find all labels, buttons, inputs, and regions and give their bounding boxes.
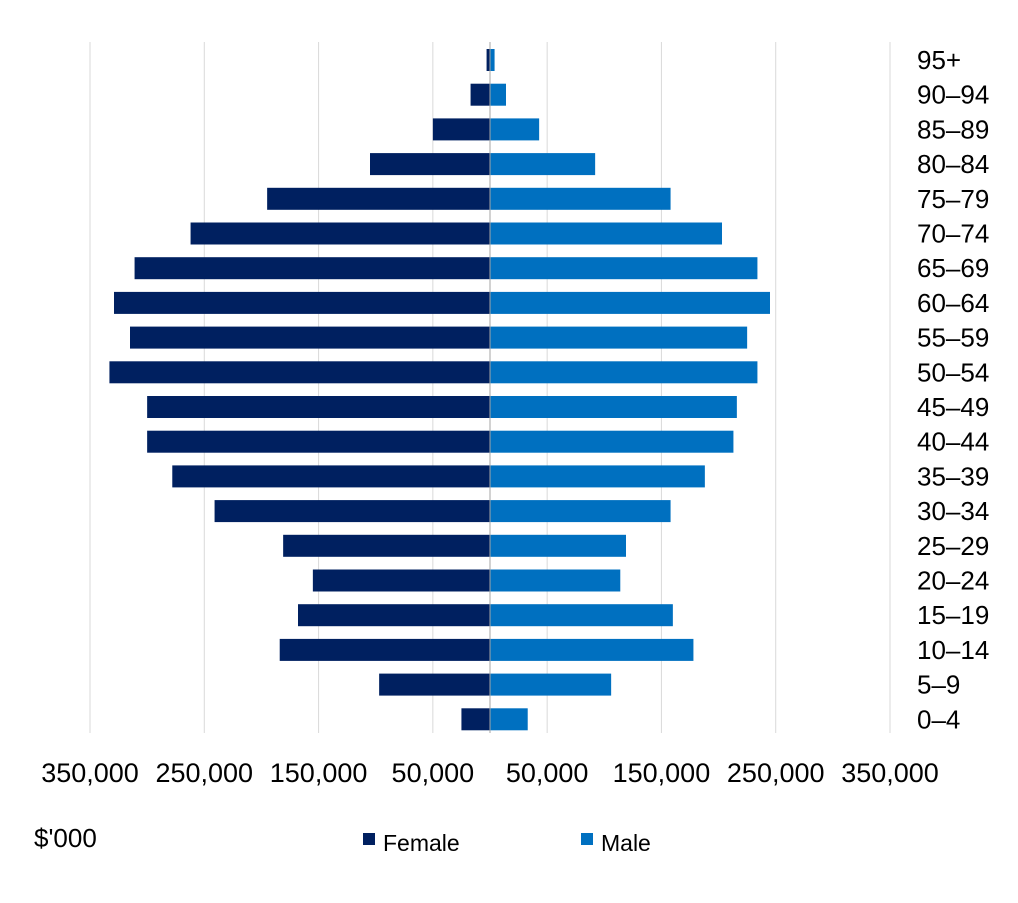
x-tick-label-4: 50,000 — [506, 758, 589, 788]
bars — [109, 49, 770, 731]
bar-female-18 — [379, 673, 490, 696]
legend-label-female: Female — [383, 830, 460, 856]
category-label-7: 60–64 — [917, 288, 989, 318]
category-label-12: 35–39 — [917, 461, 989, 491]
bar-male-9 — [490, 361, 758, 384]
category-label-15: 20–24 — [917, 566, 989, 596]
category-label-2: 85–89 — [917, 114, 989, 144]
x-tick-label-1: 250,000 — [155, 758, 253, 788]
legend-swatch-female — [363, 833, 375, 845]
legend-swatch-male — [581, 833, 593, 845]
bar-female-4 — [267, 187, 490, 210]
bar-male-2 — [490, 118, 540, 141]
bar-male-18 — [490, 673, 612, 696]
unit-label: $'000 — [34, 823, 97, 853]
category-label-3: 80–84 — [917, 149, 989, 179]
x-tick-label-2: 150,000 — [270, 758, 368, 788]
bar-female-12 — [172, 465, 491, 488]
bar-female-0 — [486, 49, 490, 71]
category-label-4: 75–79 — [917, 184, 989, 214]
bar-female-5 — [190, 222, 491, 245]
bar-male-7 — [490, 291, 770, 314]
category-label-16: 15–19 — [917, 600, 989, 630]
category-labels: 95+ 90–94 85–89 80–84 75–79 70–74 65–69 60–64 55… — [917, 45, 989, 734]
bar-female-7 — [114, 291, 490, 314]
category-label-11: 40–44 — [917, 427, 989, 457]
category-label-19: 0–4 — [917, 704, 960, 734]
x-tick-label-5: 150,000 — [613, 758, 711, 788]
bar-female-15 — [312, 569, 490, 592]
bar-female-8 — [130, 326, 490, 349]
category-label-6: 65–69 — [917, 253, 989, 283]
bar-female-3 — [370, 153, 490, 176]
bar-male-11 — [490, 430, 734, 453]
category-label-0: 95+ — [917, 45, 961, 75]
bar-female-16 — [298, 604, 490, 627]
legend: Female Male — [363, 830, 651, 856]
x-axis-tick-labels: 350,000 250,000 150,000 50,000 50,000 150,000… — [41, 758, 939, 788]
bar-female-11 — [147, 430, 490, 453]
category-label-1: 90–94 — [917, 80, 989, 110]
bar-male-3 — [490, 153, 596, 176]
category-label-9: 50–54 — [917, 357, 989, 387]
bar-male-13 — [490, 500, 671, 523]
category-label-18: 5–9 — [917, 670, 960, 700]
bar-female-10 — [147, 396, 490, 418]
category-label-13: 30–34 — [917, 496, 989, 526]
bar-female-9 — [109, 361, 490, 384]
x-tick-label-3: 50,000 — [392, 758, 475, 788]
bar-female-2 — [432, 118, 490, 141]
category-label-8: 55–59 — [917, 323, 989, 353]
bar-female-14 — [283, 534, 490, 557]
x-tick-label-7: 350,000 — [841, 758, 939, 788]
bar-male-14 — [490, 534, 626, 557]
bar-male-8 — [490, 326, 748, 349]
bar-female-6 — [134, 257, 491, 280]
category-label-10: 45–49 — [917, 392, 989, 422]
bar-male-5 — [490, 222, 722, 245]
bar-male-12 — [490, 465, 705, 488]
bar-male-4 — [490, 187, 671, 210]
bar-female-1 — [470, 83, 490, 106]
bar-male-19 — [490, 708, 528, 731]
bar-male-6 — [490, 257, 758, 280]
bar-female-19 — [461, 708, 490, 731]
legend-label-male: Male — [601, 830, 651, 856]
bar-male-17 — [490, 638, 694, 661]
category-label-5: 70–74 — [917, 219, 989, 249]
x-tick-label-6: 250,000 — [727, 758, 825, 788]
bar-male-16 — [490, 604, 673, 627]
bar-female-17 — [279, 638, 490, 661]
bar-female-13 — [214, 500, 491, 523]
x-tick-label-0: 350,000 — [41, 758, 139, 788]
category-label-17: 10–14 — [917, 635, 989, 665]
bar-male-1 — [490, 83, 506, 106]
bar-male-10 — [490, 396, 737, 418]
bar-male-0 — [490, 49, 495, 71]
category-label-14: 25–29 — [917, 531, 989, 561]
bar-male-15 — [490, 569, 621, 592]
